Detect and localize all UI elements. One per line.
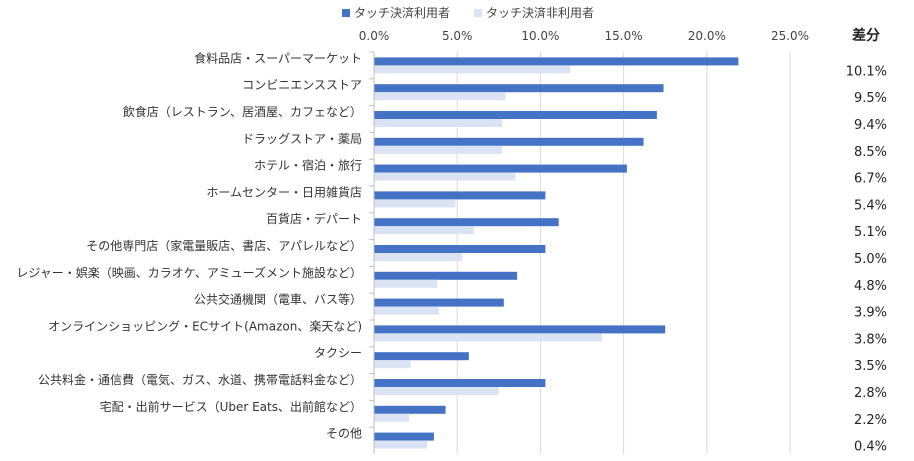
diff-label: 2.2% — [854, 413, 887, 428]
bar-touch-user — [374, 57, 739, 66]
bar-touch-nonuser — [374, 306, 439, 315]
category-label: 公共交通機関（電車、バス等） — [194, 292, 362, 307]
bar-touch-user — [374, 191, 546, 200]
bar-touch-nonuser — [374, 387, 499, 395]
bar-touch-nonuser — [374, 92, 506, 101]
bar-touch-user — [374, 379, 546, 387]
category-label: タクシー — [314, 346, 362, 360]
category-label: その他 — [326, 427, 362, 441]
category-label: 食料品店・スーパーマーケット — [194, 50, 362, 65]
category-label: オンラインショッピング・ECサイト(Amazon、楽天など) — [48, 319, 362, 333]
bar-touch-nonuser — [374, 226, 474, 235]
difference-labels: 10.1% 9.5% 9.4% 8.5% 6.7% 5.4% 5.1% 5.0% 4.8% 3.9… — [846, 27, 887, 455]
diff-label: 4.8% — [854, 279, 887, 294]
bar-touch-user — [374, 245, 546, 253]
bar-touch-user — [374, 137, 644, 146]
diff-title: 差分 — [852, 27, 880, 44]
bar-touch-user — [374, 218, 559, 227]
diff-label: 9.4% — [854, 118, 887, 133]
category-label: コンビニエンスストア — [242, 78, 362, 92]
legend: タッチ決済利用者 タッチ決済非利用者 — [342, 5, 594, 20]
x-tick-label: 20.0% — [688, 29, 726, 43]
legend-label: タッチ決済非利用者 — [486, 5, 594, 20]
x-tick-label: 15.0% — [605, 29, 643, 43]
diff-label: 5.0% — [854, 252, 887, 267]
legend-swatch — [342, 9, 350, 17]
category-label: ドラッグストア・薬局 — [242, 132, 362, 146]
bar-touch-user — [374, 84, 664, 93]
x-tick-label: 0.0% — [359, 29, 390, 43]
x-tick-label: 10.0% — [521, 29, 559, 43]
category-label: 百貨店・デパート — [266, 211, 362, 226]
bar-touch-nonuser — [374, 440, 428, 449]
bar-touch-nonuser — [374, 145, 503, 154]
bar-touch-user — [374, 352, 469, 361]
bar-touch-user — [374, 298, 504, 307]
bar-touch-user — [374, 111, 657, 119]
category-label: ホテル・宿泊・旅行 — [254, 158, 362, 173]
bar-touch-user — [374, 325, 666, 334]
bar-touch-nonuser — [374, 413, 409, 422]
diff-label: 2.8% — [854, 386, 887, 401]
x-tick-label: 25.0% — [771, 29, 809, 43]
x-tick-label: 5.0% — [442, 29, 473, 43]
diff-label: 10.1% — [846, 64, 887, 79]
category-label: 飲食店（レストラン、居酒屋、カフェなど） — [123, 104, 362, 119]
bar-touch-user — [374, 432, 434, 441]
bar-touch-nonuser — [374, 279, 438, 288]
diff-label: 3.5% — [854, 359, 887, 374]
bar-touch-user — [374, 405, 446, 414]
category-label: 宅配・出前サービス（Uber Eats、出前館など） — [100, 399, 362, 414]
bar-touch-user — [374, 271, 518, 280]
bar-touch-nonuser — [374, 253, 463, 261]
diff-label: 5.4% — [854, 198, 887, 213]
diff-label: 6.7% — [854, 172, 887, 187]
bar-touch-user — [374, 164, 627, 173]
bar-touch-nonuser — [374, 119, 503, 127]
category-label: 公共料金・通信費（電気、ガス、水道、携帯電話料金など） — [38, 372, 362, 387]
bar-touch-nonuser — [374, 199, 456, 208]
diff-label: 0.4% — [854, 440, 887, 455]
category-labels: 食料品店・スーパーマーケットコンビニエンスストア飲食店（レストラン、居酒屋、カフ… — [16, 50, 362, 440]
bar-touch-nonuser — [374, 65, 571, 74]
bars — [374, 57, 739, 449]
diff-label: 3.8% — [854, 332, 887, 347]
diff-label: 8.5% — [854, 145, 887, 160]
category-label: ホームセンター・日用雑貨店 — [206, 184, 362, 199]
diff-label: 3.9% — [854, 306, 887, 321]
category-label: その他専門店（家電量販店、書店、アパレルなど） — [86, 238, 362, 253]
x-axis: 0.0% 5.0% 10.0% 15.0% 20.0% 25.0% — [359, 29, 809, 454]
legend-swatch — [474, 9, 482, 17]
legend-label: タッチ決済利用者 — [354, 5, 450, 20]
bar-touch-nonuser — [374, 172, 516, 181]
diff-label: 5.1% — [854, 225, 887, 240]
bar-touch-nonuser — [374, 333, 602, 342]
category-label: レジャー・娯楽（映画、カラオケ、アミューズメント施設など） — [16, 265, 362, 280]
bar-touch-nonuser — [374, 360, 411, 369]
diff-label: 9.5% — [854, 91, 887, 106]
